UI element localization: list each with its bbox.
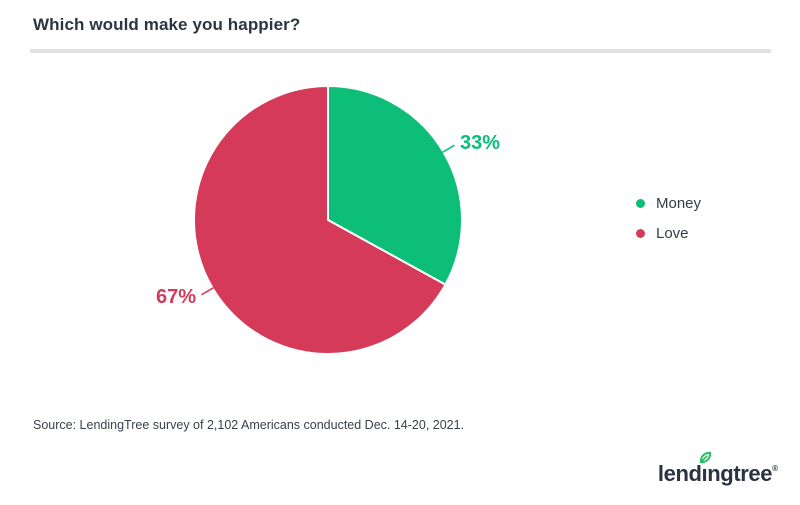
source-attribution: Source: LendingTree survey of 2,102 Amer… xyxy=(33,418,465,432)
logo-text-pre: lend xyxy=(657,461,702,486)
logo-text-post: ngtree xyxy=(707,461,773,486)
chart-legend: Money Love xyxy=(636,193,701,253)
logo-letter-i: ı xyxy=(699,451,711,486)
data-label-money: 33% xyxy=(460,132,500,154)
leaf-icon xyxy=(699,451,711,464)
legend-dot-love xyxy=(636,228,645,238)
data-label-connector-money xyxy=(442,144,455,153)
title-divider xyxy=(30,49,771,53)
lendingtree-logo: lend ıngtree® xyxy=(657,451,778,486)
legend-item-money: Money xyxy=(636,193,701,213)
legend-label-love: Love xyxy=(656,224,689,242)
logo-dotless-i: ı xyxy=(701,461,708,486)
registered-trademark: ® xyxy=(772,464,778,473)
legend-item-love: Love xyxy=(636,223,701,243)
data-label-connector-love xyxy=(201,287,214,296)
chart-title: Which would make you happier? xyxy=(33,15,301,34)
legend-dot-money xyxy=(636,198,645,208)
data-label-love: 67% xyxy=(156,286,196,308)
legend-label-money: Money xyxy=(656,194,702,212)
